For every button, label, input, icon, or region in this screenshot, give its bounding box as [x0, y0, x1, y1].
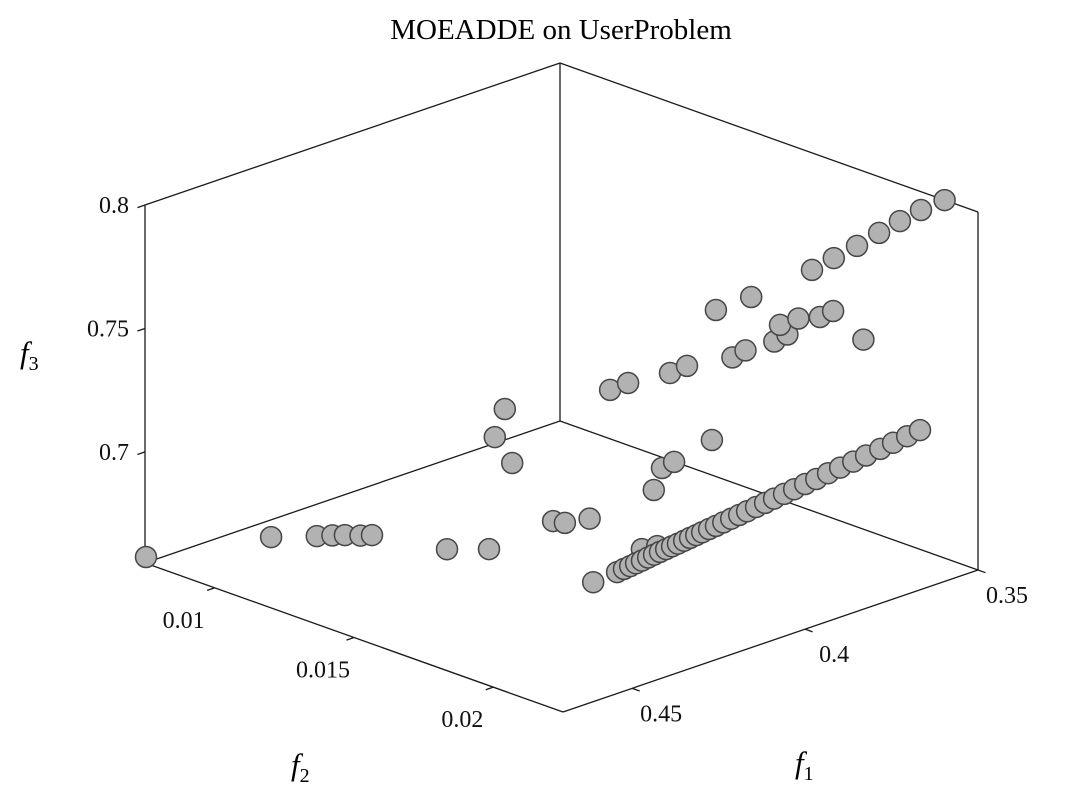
top-back-right-edge — [559, 62, 979, 213]
x-tick-mark — [631, 687, 640, 692]
x-axis-line — [562, 569, 979, 713]
z-tick-label: 0.7 — [99, 440, 129, 466]
x-tick-mark — [804, 628, 813, 633]
data-point — [581, 570, 605, 594]
data-point — [578, 507, 601, 530]
x-axis-label: f1 — [795, 747, 814, 784]
x-tick-mark — [977, 569, 986, 574]
data-point — [734, 339, 757, 362]
data-point — [134, 545, 158, 569]
data-point — [642, 478, 666, 502]
y-tick-label: 0.01 — [163, 608, 205, 634]
z-tick-mark — [137, 327, 146, 332]
z-axis-label-base: f — [20, 335, 29, 370]
x-axis-label-base: f — [795, 745, 804, 780]
data-point — [259, 525, 283, 549]
z-axis-label-sub: 3 — [28, 353, 39, 376]
y-tick-label: 0.02 — [441, 707, 483, 733]
data-point — [845, 234, 869, 258]
x-tick-label: 0.45 — [640, 701, 682, 727]
data-point — [360, 523, 384, 547]
y-axis-label: f2 — [291, 749, 310, 786]
z-tick-mark — [137, 451, 146, 456]
data-point — [821, 299, 845, 323]
data-point — [852, 328, 875, 351]
data-point — [822, 246, 846, 270]
data-point — [704, 298, 728, 322]
data-point — [616, 371, 640, 395]
data-point — [477, 537, 501, 561]
data-point — [933, 188, 956, 212]
data-point — [867, 221, 891, 245]
data-point — [553, 511, 577, 535]
data-point — [700, 428, 724, 452]
x-axis-label-sub: 1 — [803, 763, 814, 786]
y-tick-mark — [485, 686, 494, 691]
data-point — [662, 450, 686, 474]
y-tick-label: 0.015 — [296, 658, 350, 684]
y-axis-label-base: f — [291, 747, 300, 782]
data-point — [675, 354, 699, 378]
y-tick-mark — [206, 587, 215, 592]
z-tick-label: 0.75 — [87, 316, 129, 342]
data-point — [493, 397, 517, 421]
data-point — [888, 209, 912, 233]
data-point — [500, 451, 524, 475]
top-back-left-edge — [144, 62, 561, 206]
y-tick-mark — [346, 636, 355, 641]
data-point — [739, 285, 763, 309]
z-axis-label: f3 — [20, 337, 39, 374]
data-point — [483, 425, 507, 449]
z-tick-mark — [137, 204, 146, 209]
data-point — [800, 258, 824, 282]
z-tick-label: 0.8 — [99, 193, 129, 219]
data-point — [435, 537, 459, 561]
y-axis-label-sub: 2 — [299, 765, 310, 788]
x-tick-label: 0.4 — [819, 642, 849, 668]
data-point — [908, 418, 932, 442]
data-point — [909, 198, 933, 222]
chart-title: MOEADDE on UserProblem — [390, 14, 732, 46]
x-tick-label: 0.35 — [986, 583, 1028, 609]
data-point — [787, 307, 810, 330]
